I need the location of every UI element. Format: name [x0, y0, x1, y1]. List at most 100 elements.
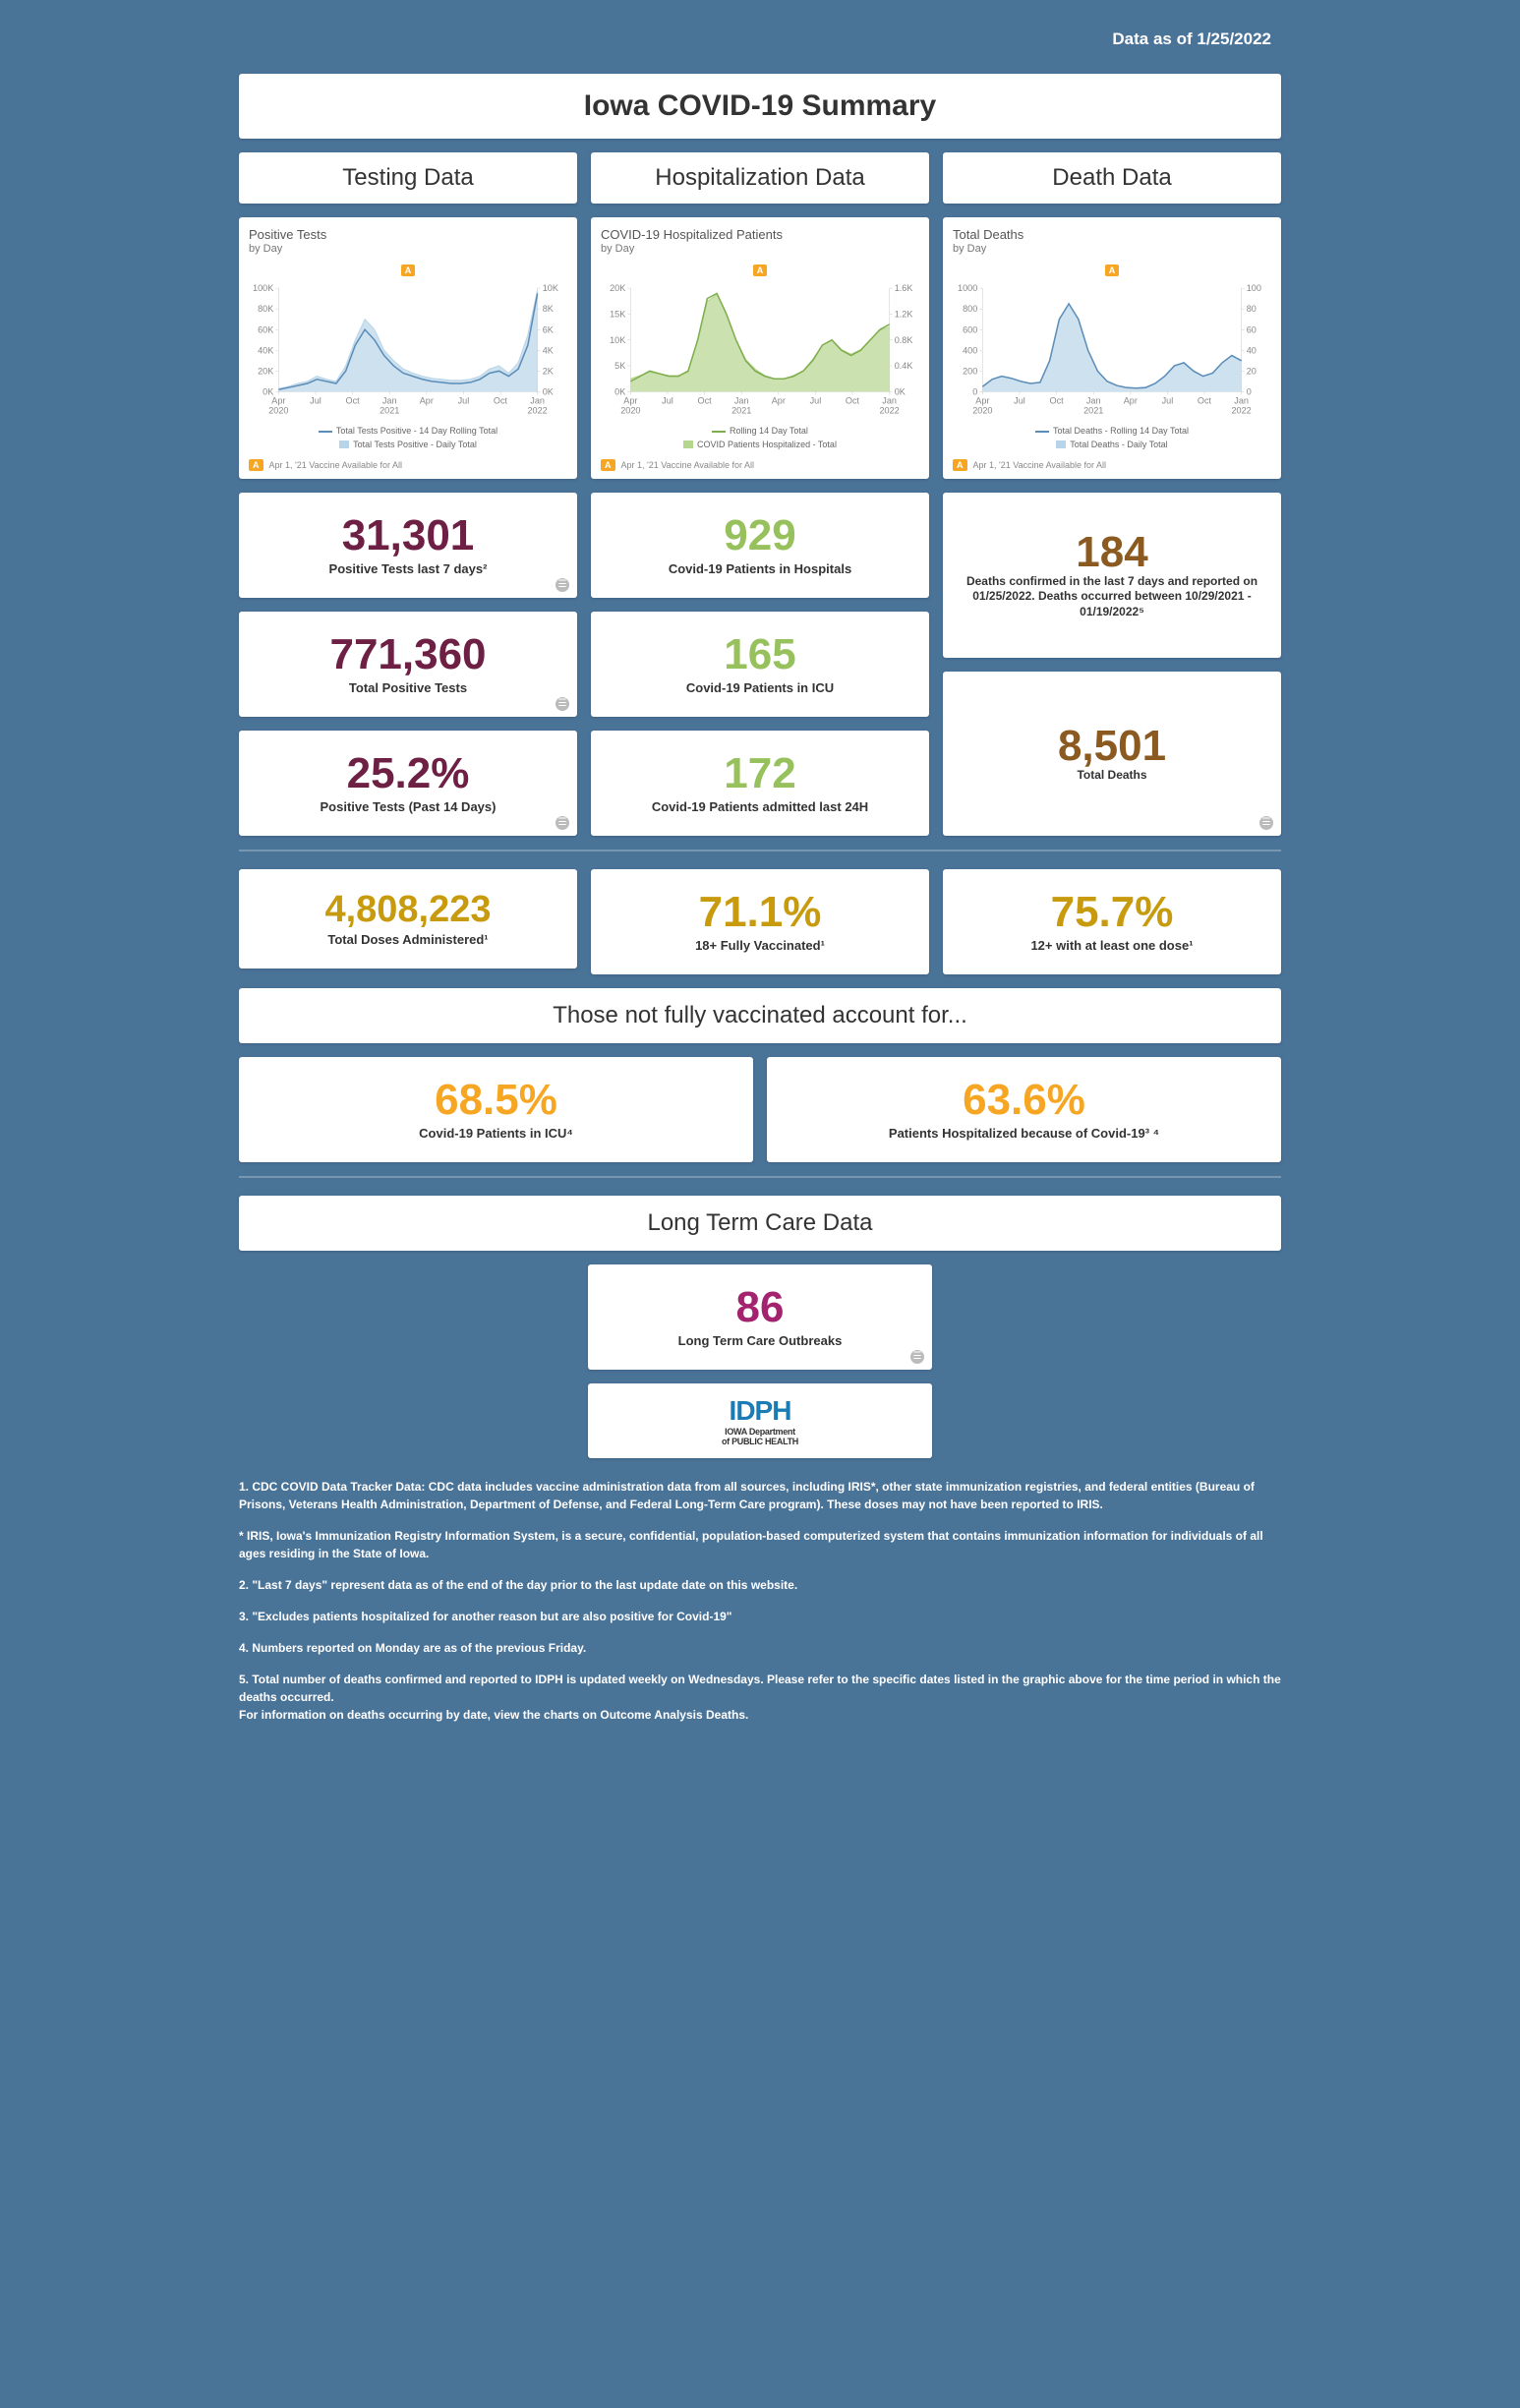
stat-value: 771,360 [251, 633, 565, 676]
info-icon[interactable]: ☰ [555, 697, 569, 711]
chart-subtitle: by Day [249, 243, 567, 255]
ltc-outbreaks-stat: 86 Long Term Care Outbreaks ☰ [588, 1264, 932, 1370]
not-vaccinated-row: 68.5% Covid-19 Patients in ICU⁴ 63.6% Pa… [239, 1057, 1281, 1162]
info-icon[interactable]: ☰ [910, 1350, 924, 1364]
svg-text:Jul: Jul [810, 395, 822, 405]
stat-label: 18+ Fully Vaccinated¹ [603, 938, 917, 953]
svg-text:Oct: Oct [1050, 395, 1065, 405]
vaccine-stats-row: 4,808,223 Total Doses Administered¹ 71.1… [239, 869, 1281, 974]
annotation-marker: A [1105, 264, 1120, 276]
svg-text:400: 400 [963, 345, 977, 355]
footnote: 2. "Last 7 days" represent data as of th… [239, 1576, 1281, 1594]
stat-label: Covid-19 Patients admitted last 24H [603, 799, 917, 814]
footnote: 4. Numbers reported on Monday are as of … [239, 1639, 1281, 1657]
svg-text:10K: 10K [610, 334, 625, 344]
stat-label: Covid-19 Patients in Hospitals [603, 561, 917, 576]
svg-text:Jan: Jan [1234, 395, 1249, 405]
svg-text:2022: 2022 [527, 405, 547, 415]
svg-text:Jan: Jan [530, 395, 545, 405]
stat-value: 63.6% [779, 1079, 1269, 1122]
svg-text:0.4K: 0.4K [895, 361, 913, 371]
svg-text:8K: 8K [543, 304, 554, 314]
stat-value: 31,301 [251, 514, 565, 558]
svg-text:5K: 5K [614, 361, 625, 371]
ltc-header: Long Term Care Data [239, 1196, 1281, 1251]
svg-text:2K: 2K [543, 366, 554, 376]
svg-text:20: 20 [1247, 366, 1257, 376]
stat-value: 68.5% [251, 1079, 741, 1122]
svg-text:100K: 100K [253, 283, 273, 293]
stats-row: 31,301 Positive Tests last 7 days² ☰ 771… [239, 493, 1281, 836]
stat-label: Covid-19 Patients in ICU [603, 680, 917, 695]
ltc-row: 86 Long Term Care Outbreaks ☰ IDPH IOWA … [239, 1264, 1281, 1458]
vaccine-stat-2: 75.7% 12+ with at least one dose¹ [943, 869, 1281, 974]
death-chart-card: Total Deaths by Day A 020040060080010000… [943, 217, 1281, 479]
chart-legend: Rolling 14 Day Total COVID Patients Hosp… [601, 425, 919, 451]
svg-text:Apr: Apr [1124, 395, 1138, 405]
info-icon[interactable]: ☰ [555, 578, 569, 592]
annotation-marker: A [753, 264, 768, 276]
svg-text:Apr: Apr [271, 395, 285, 405]
svg-text:80: 80 [1247, 304, 1257, 314]
info-icon[interactable]: ☰ [555, 816, 569, 830]
stat-value: 71.1% [603, 891, 917, 934]
svg-text:80K: 80K [258, 304, 273, 314]
stat-value: 165 [603, 633, 917, 676]
svg-text:200: 200 [963, 366, 977, 376]
svg-text:Oct: Oct [346, 395, 361, 405]
chart-annotation-text: AApr 1, '21 Vaccine Available for All [249, 459, 567, 471]
footnotes: 1. CDC COVID Data Tracker Data: CDC data… [239, 1478, 1281, 1724]
idph-logo-sub: IOWA Departmentof PUBLIC HEALTH [600, 1427, 920, 1446]
svg-text:Jul: Jul [1162, 395, 1174, 405]
annotation-marker: A [401, 264, 416, 276]
testing-stat-1: 771,360 Total Positive Tests ☰ [239, 612, 577, 717]
stat-label: Covid-19 Patients in ICU⁴ [251, 1126, 741, 1141]
testing-stat-0: 31,301 Positive Tests last 7 days² ☰ [239, 493, 577, 598]
svg-text:Jan: Jan [882, 395, 897, 405]
stat-value: 184 [955, 531, 1269, 574]
svg-text:40K: 40K [258, 345, 273, 355]
footnote: 5. Total number of deaths confirmed and … [239, 1671, 1281, 1724]
svg-text:2022: 2022 [879, 405, 899, 415]
svg-text:6K: 6K [543, 324, 554, 334]
svg-text:60K: 60K [258, 324, 273, 334]
chart-svg: 0K5K10K15K20K0K0.4K0.8K1.2K1.6KApr2020Ju… [601, 280, 919, 420]
svg-text:15K: 15K [610, 309, 625, 319]
footnote: 3. "Excludes patients hospitalized for a… [239, 1608, 1281, 1625]
svg-text:Jul: Jul [1014, 395, 1025, 405]
svg-text:Jul: Jul [458, 395, 470, 405]
svg-text:Oct: Oct [846, 395, 860, 405]
stat-label: 12+ with at least one dose¹ [955, 938, 1269, 953]
svg-text:1000: 1000 [958, 283, 977, 293]
chart-svg: 02004006008001000020406080100Apr2020JulO… [953, 280, 1271, 420]
svg-text:1.2K: 1.2K [895, 309, 913, 319]
stat-value: 172 [603, 752, 917, 795]
svg-text:100: 100 [1247, 283, 1261, 293]
page-title: Iowa COVID-19 Summary [239, 74, 1281, 139]
svg-text:Oct: Oct [494, 395, 508, 405]
testing-chart-card: Positive Tests by Day A 0K20K40K60K80K10… [239, 217, 577, 479]
svg-text:40: 40 [1247, 345, 1257, 355]
info-icon[interactable]: ☰ [1259, 816, 1273, 830]
not-vaccinated-banner: Those not fully vaccinated account for..… [239, 988, 1281, 1043]
svg-text:10K: 10K [543, 283, 558, 293]
hosp-chart-card: COVID-19 Hospitalized Patients by Day A … [591, 217, 929, 479]
svg-text:Oct: Oct [1198, 395, 1212, 405]
idph-logo-text: IDPH [600, 1395, 920, 1427]
svg-text:1.6K: 1.6K [895, 283, 913, 293]
notvacc-stat-1: 63.6% Patients Hospitalized because of C… [767, 1057, 1281, 1162]
notvacc-stat-0: 68.5% Covid-19 Patients in ICU⁴ [239, 1057, 753, 1162]
svg-text:Jan: Jan [1086, 395, 1101, 405]
charts-row: Positive Tests by Day A 0K20K40K60K80K10… [239, 217, 1281, 479]
stat-value: 86 [600, 1286, 920, 1329]
idph-logo-card: IDPH IOWA Departmentof PUBLIC HEALTH [588, 1383, 932, 1458]
testing-header: Testing Data [239, 152, 577, 204]
hosp-stat-1: 165 Covid-19 Patients in ICU [591, 612, 929, 717]
stat-label: Patients Hospitalized because of Covid-1… [779, 1126, 1269, 1141]
hosp-stat-0: 929 Covid-19 Patients in Hospitals [591, 493, 929, 598]
divider [239, 1176, 1281, 1178]
chart-title: COVID-19 Hospitalized Patients [601, 227, 919, 243]
hosp-stat-2: 172 Covid-19 Patients admitted last 24H [591, 731, 929, 836]
chart-subtitle: by Day [601, 243, 919, 255]
svg-text:4K: 4K [543, 345, 554, 355]
